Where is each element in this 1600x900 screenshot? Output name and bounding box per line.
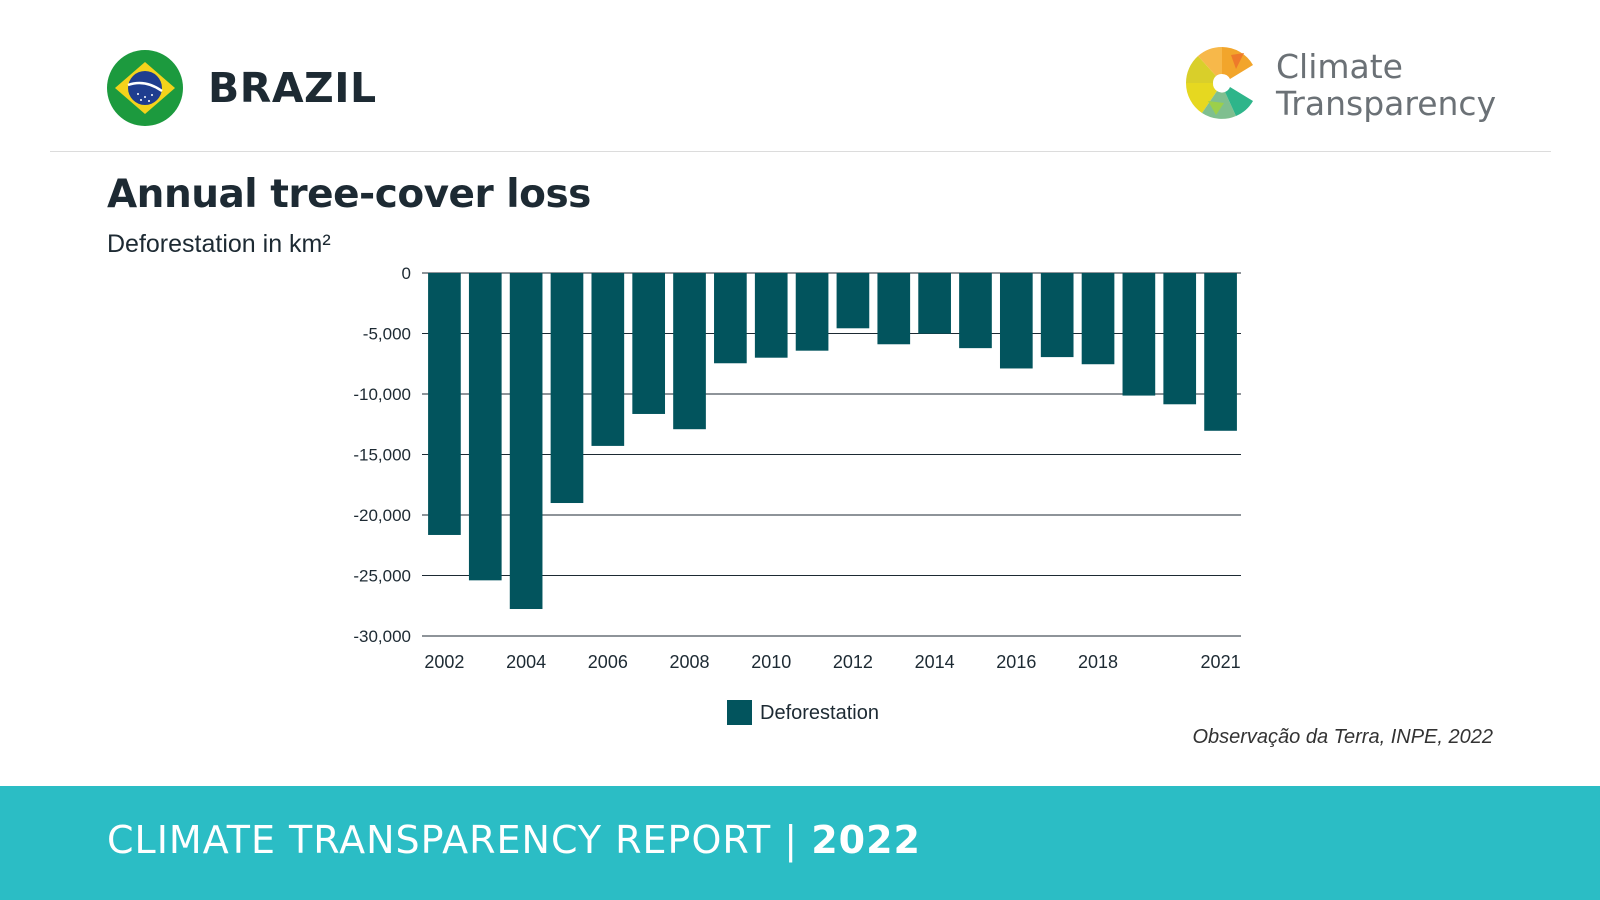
y-tick-label: 0 xyxy=(402,264,411,283)
x-tick-label: 2008 xyxy=(670,652,710,672)
legend-label: Deforestation xyxy=(760,702,879,724)
bar xyxy=(999,273,1033,369)
bar xyxy=(591,273,625,446)
y-tick-label: -20,000 xyxy=(353,506,411,525)
chart-title: Annual tree-cover loss xyxy=(107,172,591,217)
y-tick-label: -15,000 xyxy=(353,446,411,465)
bar xyxy=(918,273,951,334)
x-tick-label: 2006 xyxy=(588,652,628,672)
x-tick-label: 2002 xyxy=(424,652,464,672)
footer-report-label: CLIMATE TRANSPARENCY REPORT | xyxy=(107,818,812,862)
y-tick-label: -25,000 xyxy=(353,567,411,586)
bar xyxy=(714,273,747,364)
chart-subtitle: Deforestation in km² xyxy=(107,230,331,258)
bar xyxy=(1163,273,1197,405)
country-name: BRAZIL xyxy=(208,64,377,112)
footer-title: CLIMATE TRANSPARENCY REPORT | 2022 xyxy=(107,818,921,862)
brand-line-1: Climate xyxy=(1276,47,1403,86)
bar xyxy=(959,273,992,349)
y-tick-label: -30,000 xyxy=(353,627,411,646)
x-tick-label: 2016 xyxy=(996,652,1036,672)
legend-swatch xyxy=(727,700,752,725)
bar xyxy=(1204,273,1237,431)
source-note: Observação da Terra, INPE, 2022 xyxy=(1192,726,1493,748)
x-tick-label: 2010 xyxy=(751,652,791,672)
bar xyxy=(754,273,788,358)
bar xyxy=(468,273,502,581)
y-tick-label: -5,000 xyxy=(363,325,411,344)
bar xyxy=(836,273,870,329)
brazil-flag-icon xyxy=(107,50,183,126)
bar xyxy=(795,273,829,351)
x-tick-label: 2004 xyxy=(506,652,546,672)
brand-name: Climate Transparency xyxy=(1276,48,1496,122)
brand-line-2: Transparency xyxy=(1276,84,1497,123)
footer-banner: CLIMATE TRANSPARENCY REPORT | 2022 xyxy=(0,786,1600,900)
bar xyxy=(877,273,911,345)
x-tick-label: 2014 xyxy=(915,652,955,672)
x-tick-label: 2018 xyxy=(1078,652,1118,672)
y-tick-label: -10,000 xyxy=(353,385,411,404)
header-divider xyxy=(50,151,1551,152)
climate-transparency-logo-icon xyxy=(1185,46,1253,119)
bar xyxy=(673,273,706,430)
bar xyxy=(1122,273,1156,396)
bar xyxy=(428,273,461,535)
x-tick-label: 2021 xyxy=(1201,652,1241,672)
bar xyxy=(632,273,666,414)
bar xyxy=(550,273,584,504)
bar xyxy=(1040,273,1074,358)
x-tick-label: 2012 xyxy=(833,652,873,672)
footer-year: 2022 xyxy=(811,818,921,862)
bar xyxy=(1081,273,1115,365)
bar xyxy=(509,273,543,610)
bar-chart: 0 -5,000 -10,000 -15,000 -20,000 -25,000 -30,0… xyxy=(353,264,1241,725)
